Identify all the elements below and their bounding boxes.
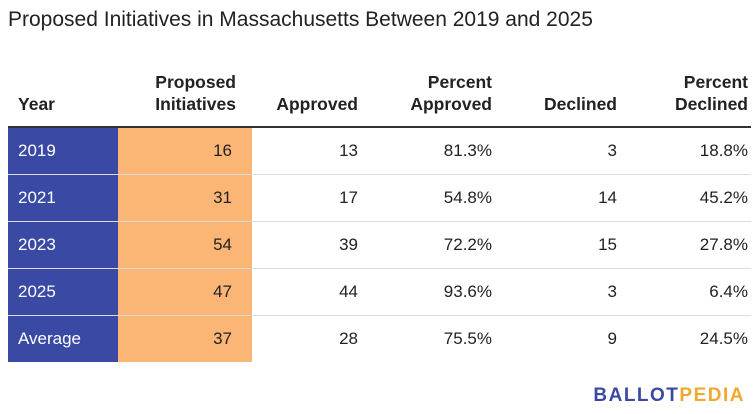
table-row: 2019 16 13 81.3% 3 18.8% (8, 127, 751, 175)
cell-approved: 13 (252, 127, 374, 175)
header-percent-declined-line1: Percent (683, 72, 748, 92)
cell-approved: 17 (252, 174, 374, 222)
cell-year: Average (8, 315, 118, 362)
header-proposed-line2: Initiatives (155, 94, 236, 114)
cell-percent-approved: 93.6% (374, 268, 508, 316)
cell-percent-declined: 45.2% (633, 174, 751, 222)
cell-approved: 39 (252, 221, 374, 269)
cell-percent-declined: 27.8% (633, 221, 751, 269)
logo-text-ballot: BALLOT (593, 385, 680, 406)
cell-approved: 44 (252, 268, 374, 316)
table-row-average: Average 37 28 75.5% 9 24.5% (8, 315, 751, 362)
cell-declined: 3 (508, 127, 633, 175)
logo-text-pedia: PEDIA (679, 385, 745, 406)
cell-percent-approved: 75.5% (443, 328, 492, 348)
cell-year: 2025 (8, 268, 118, 316)
cell-year: 2023 (8, 221, 118, 269)
cell-proposed: 47 (118, 268, 252, 316)
table-row: 2025 47 44 93.6% 3 6.4% (8, 268, 751, 316)
cell-year: 2021 (8, 174, 118, 222)
ballotpedia-logo[interactable]: BALLOTPEDIA (593, 386, 745, 406)
header-percent-approved-line2: Approved (410, 94, 492, 114)
header-approved-line1: Approved (276, 94, 358, 114)
header-percent-approved: Percent Approved (374, 70, 508, 128)
table-row: 2021 31 17 54.8% 14 45.2% (8, 174, 751, 222)
cell-proposed: 54 (118, 221, 252, 269)
cell-declined: 9 (607, 328, 617, 348)
initiatives-table: Year Proposed Initiatives Approved Perce… (8, 70, 751, 362)
cell-proposed: 31 (118, 174, 252, 222)
cell-percent-declined: 6.4% (633, 268, 751, 316)
cell-percent-declined: 24.5% (699, 328, 748, 348)
header-row: Year Proposed Initiatives Approved Perce… (8, 70, 751, 128)
table-row: 2023 54 39 72.2% 15 27.8% (8, 221, 751, 269)
header-percent-approved-line1: Percent (427, 72, 492, 92)
cell-proposed: 16 (118, 127, 252, 175)
header-proposed-initiatives: Proposed Initiatives (118, 70, 252, 128)
cell-declined: 14 (508, 174, 633, 222)
cell-percent-approved: 72.2% (374, 221, 508, 269)
cell-percent-approved: 81.3% (374, 127, 508, 175)
header-percent-declined-line2: Declined (675, 94, 748, 114)
cell-percent-approved: 54.8% (374, 174, 508, 222)
cell-declined: 3 (508, 268, 633, 316)
header-proposed-line1: Proposed (155, 72, 236, 92)
cell-year: 2019 (8, 127, 118, 175)
chart-title: Proposed Initiatives in Massachusetts Be… (8, 8, 593, 31)
header-percent-declined: Percent Declined (633, 70, 751, 128)
cell-declined: 15 (508, 221, 633, 269)
header-year-line1: Year (18, 94, 55, 114)
header-declined-line1: Declined (544, 94, 617, 114)
header-declined: Declined (508, 70, 633, 128)
header-approved: Approved (252, 70, 374, 128)
header-year: Year (8, 70, 118, 128)
cell-proposed: 37 (118, 315, 252, 362)
cell-approved: 28 (339, 328, 358, 348)
cell-percent-declined: 18.8% (633, 127, 751, 175)
